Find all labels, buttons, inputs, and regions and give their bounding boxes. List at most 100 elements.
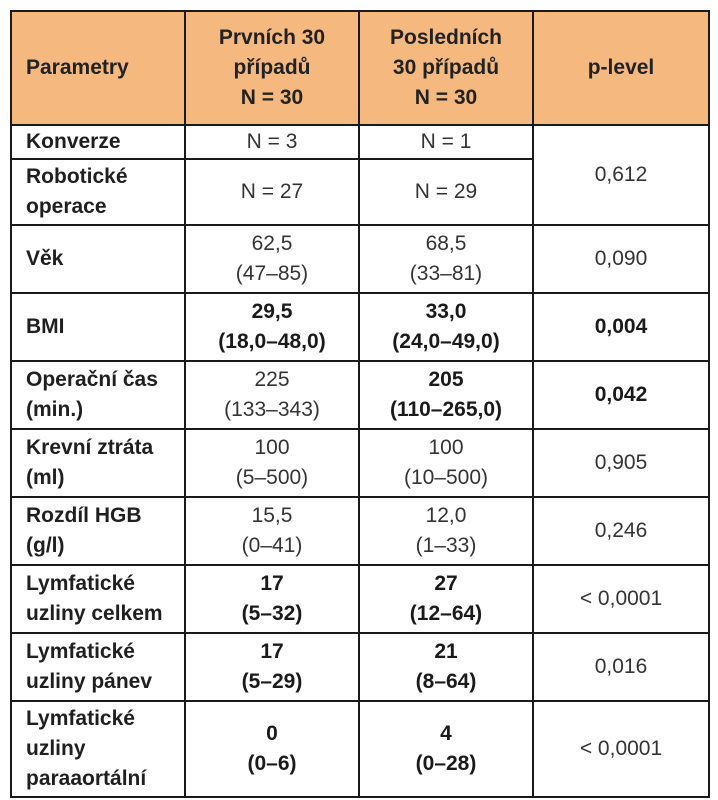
row-label: Lymfatické uzliny pánev <box>10 632 186 702</box>
last-value-line: 68,5 <box>425 232 467 255</box>
first-value-line: 62,5 <box>251 232 293 255</box>
first-value: 17 (5–32) <box>184 564 360 634</box>
last-value-line: N = 1 <box>420 130 472 153</box>
first-value-range: (5–500) <box>235 466 309 489</box>
last-value: N = 1 <box>358 124 534 160</box>
first-value: 0 (0–6) <box>184 700 360 798</box>
row-label: Robotické operace <box>10 158 186 226</box>
header-last-30-line3: N = 30 <box>414 86 478 109</box>
first-value-range: (0–6) <box>247 752 297 775</box>
last-value-range: (0–28) <box>415 752 477 775</box>
last-value: N = 29 <box>358 158 534 226</box>
first-value: 225 (133–343) <box>184 360 360 430</box>
row-label-line: uzliny celkem <box>26 602 163 625</box>
first-value-line: 100 <box>254 436 290 459</box>
last-value: 27 (12–64) <box>358 564 534 634</box>
first-value-range: (0–41) <box>241 534 303 557</box>
last-value: 21 (8–64) <box>358 632 534 702</box>
row-label-line: Operační čas <box>26 368 158 391</box>
p-value: 0,246 <box>532 496 710 566</box>
first-value: 100 (5–500) <box>184 428 360 498</box>
last-value: 205 (110–265,0) <box>358 360 534 430</box>
row-label: Lymfatické uzliny celkem <box>10 564 186 634</box>
first-value: 62,5 (47–85) <box>184 224 360 294</box>
table-row: Lymfatické uzliny pánev 17 (5–29) 21 (8–… <box>10 632 710 702</box>
header-first-30-line2: případů <box>233 56 311 79</box>
row-label-line: (min.) <box>26 398 84 421</box>
header-first-30-line3: N = 30 <box>240 86 304 109</box>
table-row: Robotické operace N = 27 N = 29 <box>10 158 709 226</box>
first-value-line: N = 3 <box>246 130 298 153</box>
p-value: 0,042 <box>532 360 710 430</box>
p-value: 0,090 <box>532 224 710 294</box>
row-label-line: uzliny <box>26 737 86 760</box>
table-row: Lymfatické uzliny celkem 17 (5–32) 27 (1… <box>10 564 710 634</box>
table-row: Konverze N = 3 N = 1 0,612 <box>10 124 710 226</box>
row-label-line: Lymfatické <box>26 640 135 663</box>
row-label: Věk <box>10 224 186 294</box>
p-value-merged: 0,612 <box>532 124 710 226</box>
first-value-line: 29,5 <box>251 300 293 323</box>
row-label-line: (g/l) <box>26 534 65 557</box>
table-row: Věk 62,5 (47–85) 68,5 (33–81) 0,090 <box>10 224 710 294</box>
header-first-30-line1: Prvních 30 <box>218 26 326 49</box>
row-label: Rozdíl HGB (g/l) <box>10 496 186 566</box>
last-value-range: (10–500) <box>403 466 489 489</box>
p-value: < 0,0001 <box>532 700 710 798</box>
row-label-line: paraaortální <box>26 767 147 790</box>
header-first-30: Prvních 30 případů N = 30 <box>184 10 360 126</box>
last-value-range: (33–81) <box>409 262 483 285</box>
row-label-line: operace <box>26 195 107 218</box>
header-last-30-line2: 30 případů <box>392 56 500 79</box>
results-table: Parametry Prvních 30 případů N = 30 Posl… <box>10 10 710 798</box>
first-value-line: 225 <box>254 368 290 391</box>
last-value-line: 205 <box>428 368 464 391</box>
table-container: Parametry Prvních 30 případů N = 30 Posl… <box>10 10 710 798</box>
first-value: 17 (5–29) <box>184 632 360 702</box>
first-value: 29,5 (18,0–48,0) <box>184 292 360 362</box>
first-value-line: 0 <box>266 722 278 745</box>
row-label-line: Robotické <box>26 165 128 188</box>
p-value: 0,905 <box>532 428 710 498</box>
first-value: N = 3 <box>184 124 360 160</box>
last-value-line: 100 <box>428 436 464 459</box>
first-value-line: 17 <box>260 640 284 663</box>
header-row: Parametry Prvních 30 případů N = 30 Posl… <box>10 10 710 126</box>
first-value-line: N = 27 <box>240 180 304 203</box>
first-value-range: (47–85) <box>235 262 309 285</box>
last-value-range: (1–33) <box>415 534 477 557</box>
last-value: 68,5 (33–81) <box>358 224 534 294</box>
header-p-level: p-level <box>532 10 710 126</box>
row-label: Operační čas (min.) <box>10 360 186 430</box>
row-label-line: Lymfatické <box>26 572 135 595</box>
first-value-range: (133–343) <box>224 398 320 421</box>
header-last-30-line1: Posledních <box>389 26 503 49</box>
last-value-line: 33,0 <box>425 300 467 323</box>
row-label-line: BMI <box>26 315 65 338</box>
last-value: 100 (10–500) <box>358 428 534 498</box>
last-value-range: (24,0–49,0) <box>392 330 500 353</box>
first-value-range: (5–29) <box>241 670 303 693</box>
row-label-line: Konverze <box>26 130 121 153</box>
first-value-range: (18,0–48,0) <box>218 330 326 353</box>
p-value: 0,016 <box>532 632 710 702</box>
table-row: Rozdíl HGB (g/l) 15,5 (0–41) 12,0 (1–33)… <box>10 496 710 566</box>
last-value-range: (110–265,0) <box>389 398 503 421</box>
last-value-line: 4 <box>440 722 452 745</box>
last-value-line: 21 <box>434 640 458 663</box>
table-row: Operační čas (min.) 225 (133–343) 205 (1… <box>10 360 710 430</box>
first-value: N = 27 <box>184 158 360 226</box>
last-value: 4 (0–28) <box>358 700 534 798</box>
p-value: 0,004 <box>532 292 710 362</box>
first-value: 15,5 (0–41) <box>184 496 360 566</box>
header-parametry: Parametry <box>10 10 186 126</box>
last-value-line: 27 <box>434 572 458 595</box>
row-label-line: Rozdíl HGB <box>26 504 142 527</box>
row-label-line: Věk <box>26 247 64 270</box>
table-row: BMI 29,5 (18,0–48,0) 33,0 (24,0–49,0) 0,… <box>10 292 710 362</box>
table-row: Krevní ztráta (ml) 100 (5–500) 100 (10–5… <box>10 428 710 498</box>
row-label-line: Lymfatické <box>26 707 135 730</box>
header-last-30: Posledních 30 případů N = 30 <box>358 10 534 126</box>
row-label: Krevní ztráta (ml) <box>10 428 186 498</box>
last-value: 12,0 (1–33) <box>358 496 534 566</box>
